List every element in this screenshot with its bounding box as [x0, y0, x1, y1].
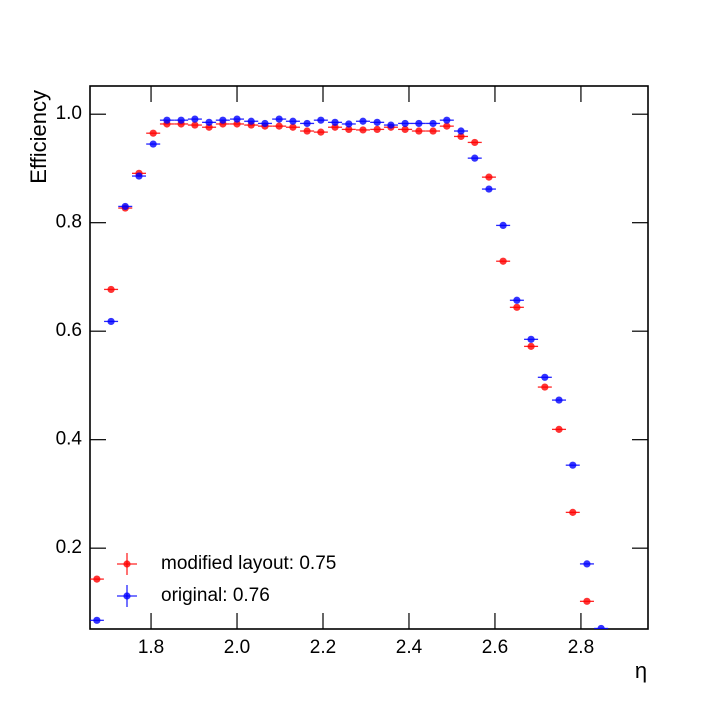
- data-point: [191, 121, 199, 129]
- data-point: [317, 128, 325, 136]
- x-tick-label: 2.8: [568, 637, 594, 658]
- data-point: [583, 560, 591, 568]
- data-point: [219, 116, 227, 124]
- data-point: [163, 116, 171, 124]
- data-point: [149, 129, 157, 137]
- data-point: [415, 127, 423, 135]
- data-point: [345, 120, 353, 128]
- data-point: [513, 303, 521, 311]
- data-point: [583, 597, 591, 605]
- data-point: [317, 116, 325, 124]
- data-point: [191, 115, 199, 123]
- data-point: [457, 127, 465, 135]
- data-point: [499, 257, 507, 265]
- y-axis-label: Efficiency: [26, 90, 51, 184]
- data-point: [429, 119, 437, 128]
- data-point: [555, 396, 563, 404]
- data-point: [401, 125, 409, 133]
- data-point: [345, 125, 353, 133]
- data-point: [135, 172, 143, 180]
- data-point: [499, 221, 507, 230]
- data-point: [569, 508, 577, 516]
- data-point: [275, 122, 283, 130]
- data-point: [149, 140, 157, 148]
- y-tick-label: 0.2: [56, 537, 82, 558]
- data-point: [359, 126, 367, 134]
- data-point: [513, 296, 521, 304]
- data-point: [485, 185, 493, 193]
- y-tick-label: 1.0: [56, 103, 82, 124]
- data-point: [289, 117, 297, 125]
- data-point: [541, 373, 549, 381]
- x-tick-label: 2.2: [310, 637, 336, 658]
- data-point: [429, 127, 437, 135]
- data-point: [233, 115, 241, 123]
- data-point: [121, 202, 129, 211]
- data-point: [373, 118, 381, 126]
- data-point: [93, 575, 101, 583]
- data-point: [401, 119, 409, 128]
- x-axis-label: η: [635, 658, 647, 683]
- data-point: [373, 125, 381, 133]
- data-point: [303, 119, 311, 128]
- legend-label: modified layout: 0.75: [161, 553, 336, 574]
- y-tick-label: 0.8: [56, 212, 82, 233]
- data-point: [597, 624, 605, 629]
- x-tick-label: 2.0: [224, 637, 250, 658]
- data-point: [303, 127, 311, 135]
- x-tick-label: 2.6: [482, 637, 508, 658]
- data-point: [289, 123, 297, 131]
- legend-marker: [123, 560, 131, 568]
- x-tick-label: 1.8: [138, 637, 164, 658]
- data-point: [527, 335, 535, 343]
- plot-frame: [89, 85, 649, 630]
- data-point: [93, 616, 101, 624]
- data-point: [205, 118, 213, 126]
- data-point: [275, 115, 283, 123]
- y-tick-label: 0.4: [56, 429, 83, 450]
- data-point: [359, 117, 367, 125]
- data-point: [107, 317, 115, 326]
- y-tick-label: 0.6: [56, 320, 82, 341]
- data-point: [457, 132, 465, 141]
- x-tick-label: 2.4: [396, 637, 423, 658]
- data-point: [471, 138, 479, 147]
- data-point: [261, 119, 269, 128]
- data-point: [527, 342, 535, 350]
- data-point: [387, 121, 395, 129]
- data-point: [415, 119, 423, 128]
- points: [90, 115, 609, 629]
- data-point: [177, 116, 185, 124]
- data-point: [541, 383, 549, 391]
- data-point: [555, 425, 563, 433]
- data-point: [443, 122, 451, 130]
- data-point: [331, 118, 339, 126]
- legend-label: original: 0.76: [161, 585, 270, 606]
- data-point: [107, 285, 115, 294]
- data-point: [247, 117, 255, 125]
- data-point: [485, 173, 493, 181]
- legend-marker: [123, 592, 131, 600]
- data-point: [443, 116, 451, 124]
- data-point: [471, 154, 479, 162]
- data-point: [569, 461, 577, 469]
